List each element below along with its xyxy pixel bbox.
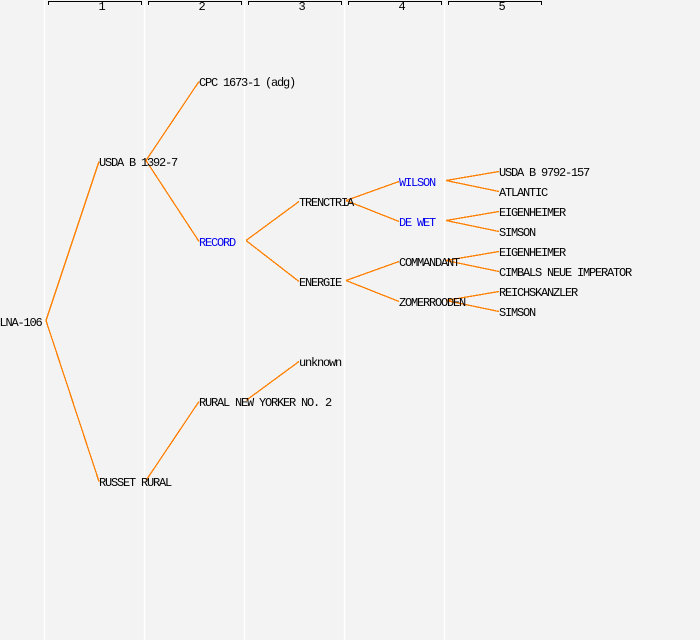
svg-text:unknown: unknown xyxy=(299,356,342,370)
svg-text:RECORD: RECORD xyxy=(199,236,236,250)
svg-text:1: 1 xyxy=(98,0,105,14)
svg-text:REICHSKANZLER: REICHSKANZLER xyxy=(499,286,578,300)
svg-text:TRENCTRIA: TRENCTRIA xyxy=(299,196,355,210)
svg-text:ATLANTIC: ATLANTIC xyxy=(499,186,548,200)
svg-text:CPC 1673-1 (adg): CPC 1673-1 (adg) xyxy=(199,76,295,90)
svg-text:2: 2 xyxy=(198,0,205,14)
svg-text:3: 3 xyxy=(298,0,305,14)
svg-text:SIMSON: SIMSON xyxy=(499,226,536,240)
svg-text:RURAL NEW YORKER NO. 2: RURAL NEW YORKER NO. 2 xyxy=(199,396,332,410)
svg-text:SIMSON: SIMSON xyxy=(499,306,536,320)
svg-text:USDA B 9792-157: USDA B 9792-157 xyxy=(499,166,590,180)
svg-text:USDA B 1392-7: USDA B 1392-7 xyxy=(99,156,178,170)
svg-text:EIGENHEIMER: EIGENHEIMER xyxy=(499,246,566,260)
svg-text:DE WET: DE WET xyxy=(399,216,436,230)
svg-text:LNA-106: LNA-106 xyxy=(0,316,43,330)
svg-text:RUSSET RURAL: RUSSET RURAL xyxy=(99,476,172,490)
svg-text:COMMANDANT: COMMANDANT xyxy=(399,256,460,270)
svg-text:EIGENHEIMER: EIGENHEIMER xyxy=(499,206,566,220)
svg-text:5: 5 xyxy=(498,0,505,14)
svg-text:WILSON: WILSON xyxy=(399,176,436,190)
svg-text:CIMBALS NEUE IMPERATOR: CIMBALS NEUE IMPERATOR xyxy=(499,266,632,280)
svg-text:ZOMERROODEN: ZOMERROODEN xyxy=(399,296,466,310)
svg-text:4: 4 xyxy=(398,0,405,14)
svg-text:ENERGIE: ENERGIE xyxy=(299,276,342,290)
